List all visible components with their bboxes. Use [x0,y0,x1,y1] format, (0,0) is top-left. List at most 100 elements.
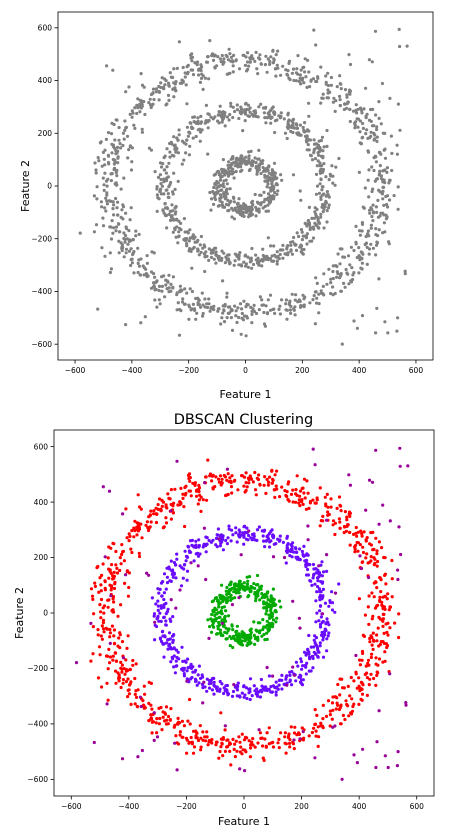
data-point [246,595,250,599]
data-point [271,555,276,559]
data-point [311,236,316,240]
data-point [138,273,142,277]
data-point [184,151,188,155]
data-point [225,592,229,597]
data-point [317,292,321,296]
data-point [247,533,251,538]
data-point [171,87,175,91]
data-point [166,192,170,196]
data-point [201,738,205,742]
data-point [265,623,269,628]
data-point [117,125,121,130]
data-point [137,551,141,556]
data-point [181,496,185,500]
data-point [306,647,310,651]
data-point [172,665,176,669]
data-point [352,109,356,113]
data-point [124,680,128,684]
data-point [386,205,390,209]
data-point [242,260,246,264]
data-point [247,168,251,173]
data-point [270,254,274,258]
data-point [253,156,257,160]
data-point [172,67,176,71]
data-point [192,237,196,241]
data-point [153,275,157,279]
data-point [234,633,238,637]
data-point [158,587,162,592]
data-point [197,664,201,668]
data-point [288,745,292,749]
data-point [254,214,258,218]
axis-ticks: −600 −400 −200 0 200 400 600−600−400−200020040… [31,24,423,375]
data-point [123,240,127,244]
data-point [371,647,375,652]
data-point [246,265,250,269]
data-point [323,203,327,207]
data-point [161,162,165,166]
data-point [250,532,255,537]
data-point [330,701,335,705]
data-point [372,639,376,643]
data-point [218,178,223,182]
data-point [299,657,303,661]
data-point [129,263,133,268]
data-point [266,196,270,200]
data-point [275,259,279,263]
data-point [348,263,352,267]
data-point [337,582,341,586]
data-point [366,658,371,662]
data-point [165,581,170,585]
data-point [311,447,315,451]
data-point [95,185,99,189]
data-point [364,241,369,245]
data-point [348,511,352,515]
data-point [233,259,237,263]
data-point [231,167,235,171]
data-point [201,498,205,502]
data-point [289,304,293,308]
data-point [101,216,105,220]
x-tick-label: 200 [295,366,310,375]
data-point [221,599,225,604]
data-point [297,501,301,505]
data-point [103,555,107,559]
data-point [237,263,241,267]
data-point [290,547,294,551]
data-point [163,634,167,638]
data-point [348,543,352,547]
data-point [277,737,281,742]
data-point [243,63,247,67]
data-point [149,703,153,707]
data-point [268,475,272,479]
data-point [273,311,277,315]
data-point [267,616,272,621]
data-point [129,206,133,210]
data-point [276,687,280,691]
data-point [162,177,166,181]
data-point [314,729,318,733]
data-point [377,277,381,281]
data-point [314,642,318,647]
data-point [263,63,267,67]
data-point [369,672,373,676]
data-point [299,304,303,308]
data-point [222,320,227,324]
data-point [384,622,388,626]
data-point [265,254,269,258]
data-point [164,171,168,175]
data-point [321,587,325,592]
data-point [190,740,194,744]
data-point [390,558,394,563]
data-point [245,582,249,586]
data-point [396,577,400,582]
data-point [246,579,250,583]
data-point [375,241,380,245]
data-point [130,529,134,533]
data-point [177,226,181,230]
data-point [331,725,335,729]
data-point [171,575,175,579]
data-point [180,667,184,671]
data-point [364,132,368,136]
data-point [287,59,292,64]
